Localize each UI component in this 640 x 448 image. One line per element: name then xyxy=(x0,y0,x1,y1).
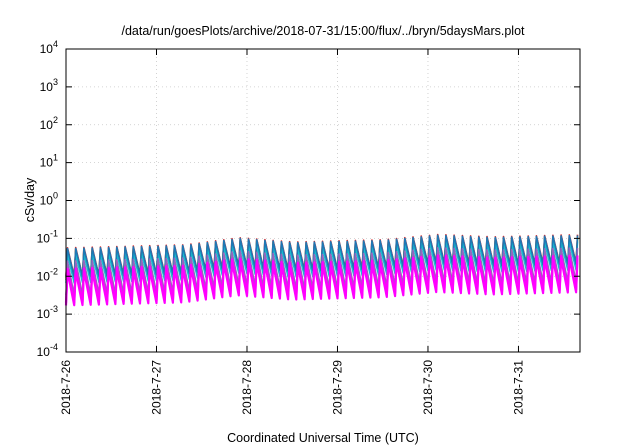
x-tick-label: 2018-7-29 xyxy=(330,360,344,415)
y-tick-label: 102 xyxy=(40,115,58,132)
x-tick-label: 2018-7-31 xyxy=(511,360,525,415)
x-axis: 2018-7-26 2018-7-27 2018-7-28 2018-7-29 2018… xyxy=(59,49,525,415)
y-axis: 10-4 10-3 10-2 10-1 100 101 102 103 104 xyxy=(37,39,580,359)
y-tick-label: 104 xyxy=(40,39,58,56)
y-tick-label: 101 xyxy=(40,153,58,170)
x-axis-label: Coordinated Universal Time (UTC) xyxy=(227,431,419,445)
y-tick-label: 103 xyxy=(40,77,58,94)
y-tick-label: 10-3 xyxy=(37,304,58,321)
y-tick-label: 10-4 xyxy=(37,342,58,359)
x-tick-label: 2018-7-26 xyxy=(59,360,73,415)
chart-title: /data/run/goesPlots/archive/2018-07-31/1… xyxy=(121,24,525,38)
grid xyxy=(66,49,580,352)
y-tick-label: 100 xyxy=(40,191,58,208)
x-tick-label: 2018-7-27 xyxy=(149,360,163,415)
y-tick-label: 10-1 xyxy=(37,228,58,245)
x-tick-label: 2018-7-30 xyxy=(421,360,435,415)
series-group xyxy=(64,233,579,307)
x-tick-label: 2018-7-28 xyxy=(240,360,254,415)
series-line xyxy=(64,256,579,307)
y-axis-label: cSv/day xyxy=(23,177,37,222)
y-tick-label: 10-2 xyxy=(37,266,58,283)
